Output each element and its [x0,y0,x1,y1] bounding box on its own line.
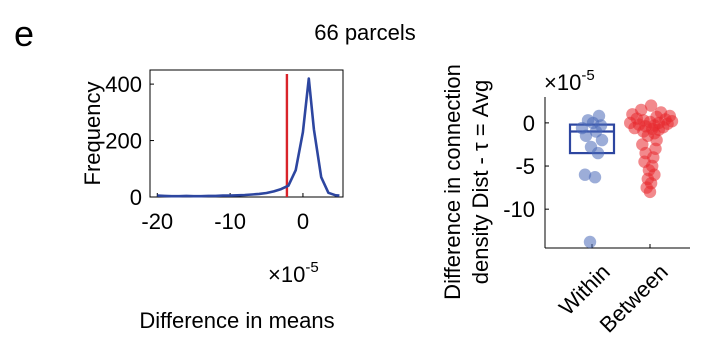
density-points [575,99,679,249]
histogram-chart: -20 -10 0 0 200 400 Frequency Difference in m… [80,69,344,333]
data-point-within [578,168,592,181]
data-point-within [595,133,609,147]
y-tick-label: 200 [105,129,142,154]
y-tick-label: -5 [515,154,535,179]
density-y-exponent: ×10-5 [544,67,595,95]
y-tick-label: -10 [503,197,535,222]
data-point-within [583,235,597,249]
data-point-between [643,185,657,199]
y-tick-label: 0 [130,185,142,210]
exponent-base: ×10 [544,70,581,95]
data-point-within [579,129,593,142]
connection-density-chart: 0 -5 -10 Difference in connection density … [440,64,690,337]
exponent-power: -5 [581,67,594,84]
exponent-power: -5 [305,259,318,276]
histogram-y-axis-label: Frequency [80,82,105,186]
y-tick-label: 0 [523,111,535,136]
histogram-x-exponent: ×10-5 [268,259,319,287]
null-distribution-line [157,77,340,198]
x-tick-label: -10 [214,209,246,234]
data-point-within [591,146,605,160]
x-tick-label: -20 [141,209,173,234]
data-point-between [644,99,658,112]
panel-label: e [14,13,34,54]
density-y-axis-label-line2: density Dist - τ = Avg [468,80,493,285]
density-axes: 0 -5 -10 [503,97,690,249]
histogram-x-axis-label: Difference in means [139,308,334,333]
density-y-axis-label-line1: Difference in connection [440,64,465,300]
x-tick-label: 0 [297,209,309,234]
histogram-axes-frame [149,69,344,198]
exponent-base: ×10 [268,262,305,287]
histogram-ticks: -20 -10 0 0 200 400 [105,72,309,234]
figure-title: 66 parcels [314,20,416,45]
data-point-within [588,171,602,184]
y-tick-label: 400 [105,72,142,97]
data-point-within [589,125,603,138]
